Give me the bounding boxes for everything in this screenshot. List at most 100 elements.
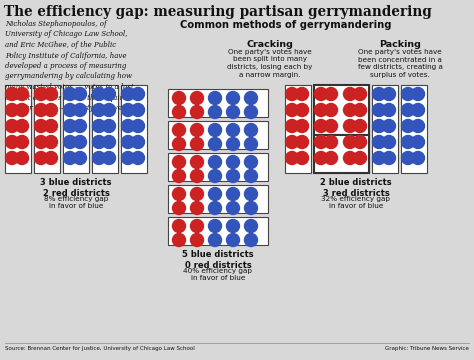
Circle shape (92, 87, 106, 100)
Circle shape (73, 104, 86, 117)
Circle shape (16, 87, 28, 100)
Bar (285, 85, 311, 173)
Circle shape (35, 104, 47, 117)
Circle shape (45, 135, 57, 148)
Circle shape (191, 156, 203, 168)
Circle shape (209, 234, 221, 247)
Bar (168, 185, 268, 213)
Circle shape (383, 104, 395, 117)
Circle shape (191, 220, 203, 233)
Text: 32% efficiency gap
in favor of blue: 32% efficiency gap in favor of blue (321, 196, 391, 210)
Circle shape (45, 152, 57, 165)
Circle shape (92, 152, 106, 165)
Circle shape (131, 152, 145, 165)
Text: One party's votes have
been split into many
districts, losing each by
a narrow m: One party's votes have been split into m… (228, 49, 313, 77)
Circle shape (209, 138, 221, 150)
Text: district or votes above the required: district or votes above the required (5, 94, 132, 102)
Circle shape (344, 104, 356, 117)
Circle shape (35, 87, 47, 100)
Text: and Eric McGhee, of the Public: and Eric McGhee, of the Public (5, 41, 116, 49)
Circle shape (315, 135, 328, 148)
Circle shape (373, 87, 385, 100)
Circle shape (245, 188, 257, 201)
Circle shape (64, 104, 76, 117)
Circle shape (245, 202, 257, 215)
Circle shape (245, 123, 257, 136)
Text: Graphic: Tribune News Service: Graphic: Tribune News Service (385, 346, 469, 351)
Circle shape (245, 138, 257, 150)
Circle shape (227, 105, 239, 118)
Circle shape (191, 123, 203, 136)
Text: 5 blue districts
0 red districts: 5 blue districts 0 red districts (182, 250, 254, 270)
Circle shape (295, 87, 309, 100)
Circle shape (16, 104, 28, 117)
Circle shape (285, 135, 299, 148)
Circle shape (401, 152, 414, 165)
Circle shape (295, 135, 309, 148)
Circle shape (45, 87, 57, 100)
Circle shape (173, 138, 185, 150)
Circle shape (173, 220, 185, 233)
Bar (314, 85, 340, 173)
Circle shape (325, 120, 337, 132)
Circle shape (121, 120, 135, 132)
Circle shape (373, 120, 385, 132)
Circle shape (411, 120, 425, 132)
Circle shape (325, 135, 337, 148)
Text: One party's votes have
been concentrated in a
few districts, creating a
surplus : One party's votes have been concentrated… (357, 49, 442, 77)
Circle shape (45, 104, 57, 117)
Circle shape (209, 202, 221, 215)
Text: Source: Brennan Center for Justice, University of Chicago Law School: Source: Brennan Center for Justice, Univ… (5, 346, 195, 351)
Circle shape (373, 135, 385, 148)
Bar (343, 85, 369, 173)
Circle shape (344, 135, 356, 148)
Circle shape (401, 104, 414, 117)
Circle shape (401, 87, 414, 100)
Bar (401, 85, 427, 173)
Circle shape (383, 152, 395, 165)
Circle shape (6, 120, 18, 132)
Circle shape (344, 87, 356, 100)
Circle shape (285, 152, 299, 165)
Circle shape (315, 152, 328, 165)
Circle shape (227, 156, 239, 168)
Circle shape (401, 120, 414, 132)
Circle shape (173, 123, 185, 136)
Circle shape (92, 135, 106, 148)
Text: 8% efficiency gap
in favor of blue: 8% efficiency gap in favor of blue (44, 196, 108, 210)
Circle shape (354, 104, 366, 117)
Circle shape (401, 135, 414, 148)
Circle shape (173, 156, 185, 168)
Circle shape (383, 135, 395, 148)
Text: many wasted votes — votes in a lost: many wasted votes — votes in a lost (5, 83, 134, 91)
Circle shape (295, 152, 309, 165)
Circle shape (102, 104, 116, 117)
Circle shape (285, 120, 299, 132)
Circle shape (191, 234, 203, 247)
Circle shape (344, 152, 356, 165)
Text: 2 blue districts
3 red districts: 2 blue districts 3 red districts (320, 178, 392, 198)
Circle shape (121, 152, 135, 165)
Circle shape (6, 104, 18, 117)
Circle shape (131, 120, 145, 132)
Circle shape (295, 104, 309, 117)
Bar (372, 85, 398, 173)
Circle shape (73, 152, 86, 165)
Circle shape (102, 120, 116, 132)
Circle shape (227, 188, 239, 201)
Circle shape (35, 152, 47, 165)
Circle shape (191, 105, 203, 118)
Circle shape (411, 87, 425, 100)
Circle shape (16, 135, 28, 148)
Circle shape (92, 120, 106, 132)
Text: Policy Institute of California, have: Policy Institute of California, have (5, 51, 127, 59)
Circle shape (173, 234, 185, 247)
Circle shape (64, 120, 76, 132)
Bar (92, 85, 118, 173)
Text: 3 blue districts
2 red districts: 3 blue districts 2 red districts (40, 178, 112, 198)
Circle shape (245, 170, 257, 183)
Circle shape (325, 87, 337, 100)
Circle shape (64, 87, 76, 100)
Circle shape (354, 120, 366, 132)
Circle shape (73, 135, 86, 148)
